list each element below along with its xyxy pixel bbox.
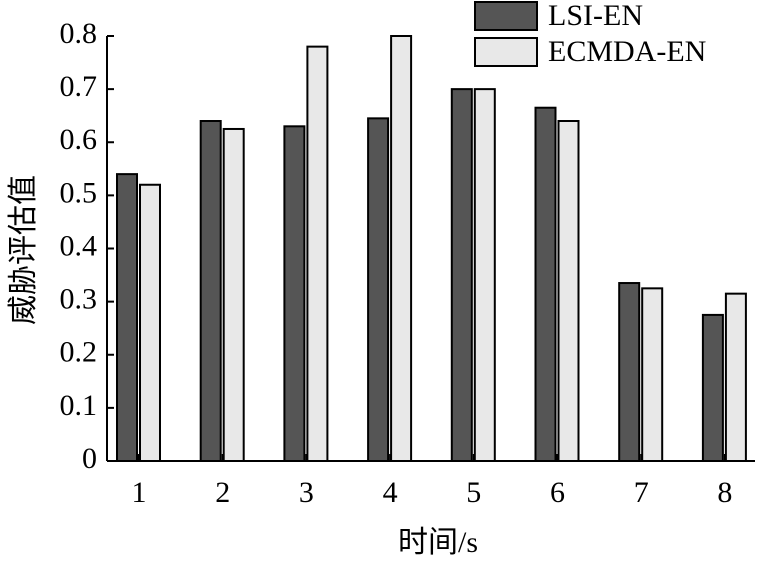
legend-label: LSI-EN [548, 0, 643, 32]
bar [367, 117, 390, 462]
x-tick-label: 2 [215, 476, 230, 509]
x-tick-label: 3 [299, 476, 314, 509]
x-tick-label: 8 [717, 476, 732, 509]
bar [641, 287, 664, 462]
bar [199, 120, 222, 462]
bar [306, 45, 329, 462]
bar [116, 173, 138, 462]
x-axis-label: 时间/s [398, 526, 478, 559]
bar [390, 35, 413, 462]
y-tick-label: 0.7 [60, 70, 98, 103]
y-tick-label: 0.4 [60, 229, 98, 262]
bar [724, 292, 747, 462]
y-tick-label: 0.6 [60, 123, 98, 156]
bar [139, 183, 161, 462]
bar [450, 88, 473, 462]
x-tick-label: 7 [634, 476, 649, 509]
bar [222, 127, 245, 462]
bar [618, 282, 641, 462]
y-tick-label: 0 [82, 442, 97, 475]
bar [473, 88, 496, 462]
bar [557, 120, 580, 462]
legend-label: ECMDA-EN [548, 35, 706, 68]
y-tick-label: 0.1 [60, 389, 98, 422]
y-tick-label: 0.8 [60, 17, 98, 50]
x-tick-label: 1 [132, 476, 147, 509]
x-tick-label: 5 [466, 476, 481, 509]
y-tick-label: 0.3 [60, 283, 98, 316]
y-tick-label: 0.2 [60, 336, 98, 369]
legend-swatch [474, 37, 538, 67]
x-tick-label: 4 [383, 476, 398, 509]
bar [534, 106, 557, 462]
bar [283, 125, 306, 462]
y-tick-label: 0.5 [60, 176, 98, 209]
legend-swatch [474, 1, 538, 31]
bar [701, 313, 724, 462]
y-axis-label: 威胁评估值 [7, 175, 40, 325]
x-tick-label: 6 [550, 476, 565, 509]
